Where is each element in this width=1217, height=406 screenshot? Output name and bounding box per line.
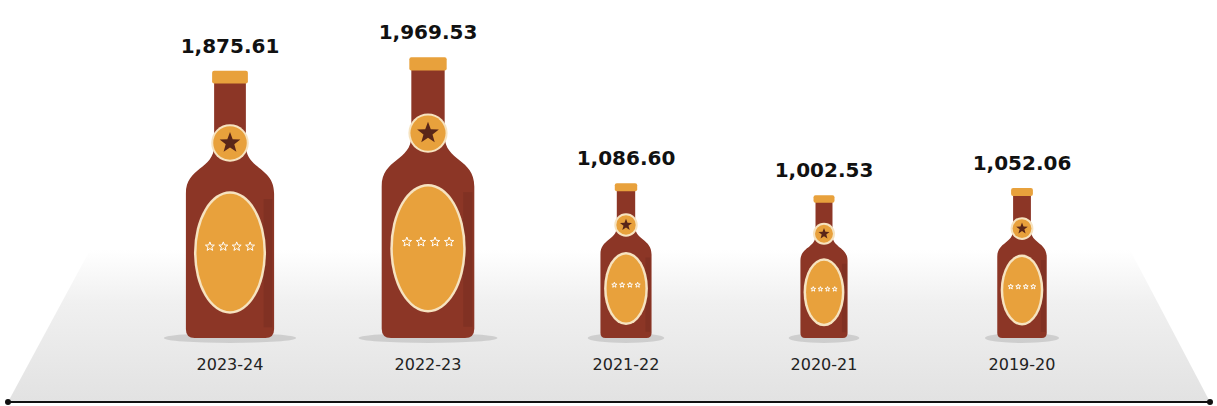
label [806,261,842,324]
data-label: 1,002.53 [775,158,874,182]
baseline [8,401,1210,403]
label-star [205,242,214,250]
label-star [1031,284,1036,289]
label-star [246,242,255,250]
badge [410,116,445,151]
label-star [620,282,625,287]
label-ring [604,252,648,325]
bar-bottle [600,189,651,338]
label-star [402,237,411,246]
category-label: 2023-24 [197,355,264,374]
chart: 1,875.61 1,969.53 1,086.60 1,002.53 1,052.06… [0,0,1217,406]
label-star [1023,284,1028,289]
label-star [430,237,439,246]
category-label: 2019-20 [989,355,1056,374]
badge-ring [813,223,835,245]
bar-bottle [800,201,847,338]
badge [815,225,833,243]
label-star [1016,284,1021,289]
label-ring [194,191,266,314]
data-label: 1,052.06 [973,151,1072,175]
badge-star [220,132,241,152]
label-star [612,282,617,287]
label [607,254,646,322]
badge-ring [1011,217,1034,240]
cap [615,183,637,191]
label-ring [1001,255,1044,326]
bottle [359,57,498,343]
category-label: 2020-21 [791,355,858,374]
badge-star [818,228,829,239]
label-star [1008,284,1013,289]
category-label: 2022-23 [395,355,462,374]
label-star [232,242,241,250]
baseline-dot [1207,399,1213,405]
bar-bottle [997,194,1046,338]
bottle [588,183,665,343]
label [1003,257,1041,323]
cap [1011,188,1033,196]
cap [409,57,446,70]
data-label: 1,086.60 [577,146,676,170]
label-star [832,287,837,292]
label-star [219,242,228,250]
label-star [811,287,816,292]
category-label: 2021-22 [593,355,660,374]
label-star [818,287,823,292]
label-star [444,237,453,246]
badge-star [1016,222,1028,233]
label-ring [390,184,465,312]
bottle [985,188,1059,343]
label-star [825,287,830,292]
label [196,194,263,312]
cap [212,71,248,84]
badge [1013,219,1032,238]
label-ring [804,258,845,326]
bar-bottle [186,81,274,338]
plot-area [164,57,1059,343]
label-star [416,237,425,246]
label-star [635,282,640,287]
badge-star [417,122,439,143]
bar-bottle [382,69,475,338]
label-star [627,282,632,287]
badge [213,126,247,160]
label [393,186,463,309]
badge-star [620,219,632,230]
baseline-dot [5,399,11,405]
badge [616,215,635,234]
data-label: 1,875.61 [181,34,280,58]
bottle [164,71,296,343]
data-label: 1,969.53 [379,20,478,44]
bottle [789,195,860,343]
badge-ring [408,114,447,153]
cap [814,195,835,203]
badge-ring [614,213,637,236]
badge-ring [211,124,249,162]
